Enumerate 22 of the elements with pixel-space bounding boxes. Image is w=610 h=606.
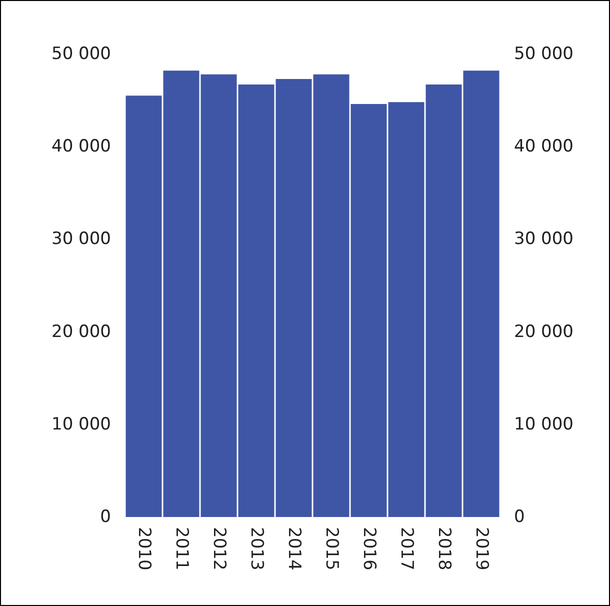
x-tick-label: 2015 <box>321 527 342 570</box>
y-tick-label: 10 000 <box>52 414 111 434</box>
y2-tick-label: 30 000 <box>514 229 574 250</box>
y-tick-label: 20 000 <box>52 322 111 342</box>
x-tick-label: 2013 <box>246 527 266 570</box>
y-tick-label: 0 <box>100 507 111 527</box>
y2-tick-label: 0 <box>514 507 525 527</box>
x-tick-label: 2010 <box>134 527 154 570</box>
y2-tick-label: 20 000 <box>514 322 574 342</box>
y2-tick-label: 10 000 <box>514 414 574 434</box>
y-tick-label: 30 000 <box>52 229 111 250</box>
x-tick-label: 2019 <box>471 527 492 570</box>
x-tick-label: 2018 <box>434 527 454 570</box>
x-tick-label: 2017 <box>396 527 416 570</box>
y2-tick-label: 40 000 <box>514 136 574 157</box>
y2-tick-label: 50 000 <box>514 44 574 64</box>
x-tick-label: 2012 <box>208 527 229 570</box>
y-tick-label: 50 000 <box>52 44 111 64</box>
x-tick-label: 2011 <box>171 527 192 570</box>
x-tick-label: 2016 <box>358 527 379 570</box>
y-tick-label: 40 000 <box>52 136 111 157</box>
x-tick-label: 2014 <box>284 527 304 570</box>
